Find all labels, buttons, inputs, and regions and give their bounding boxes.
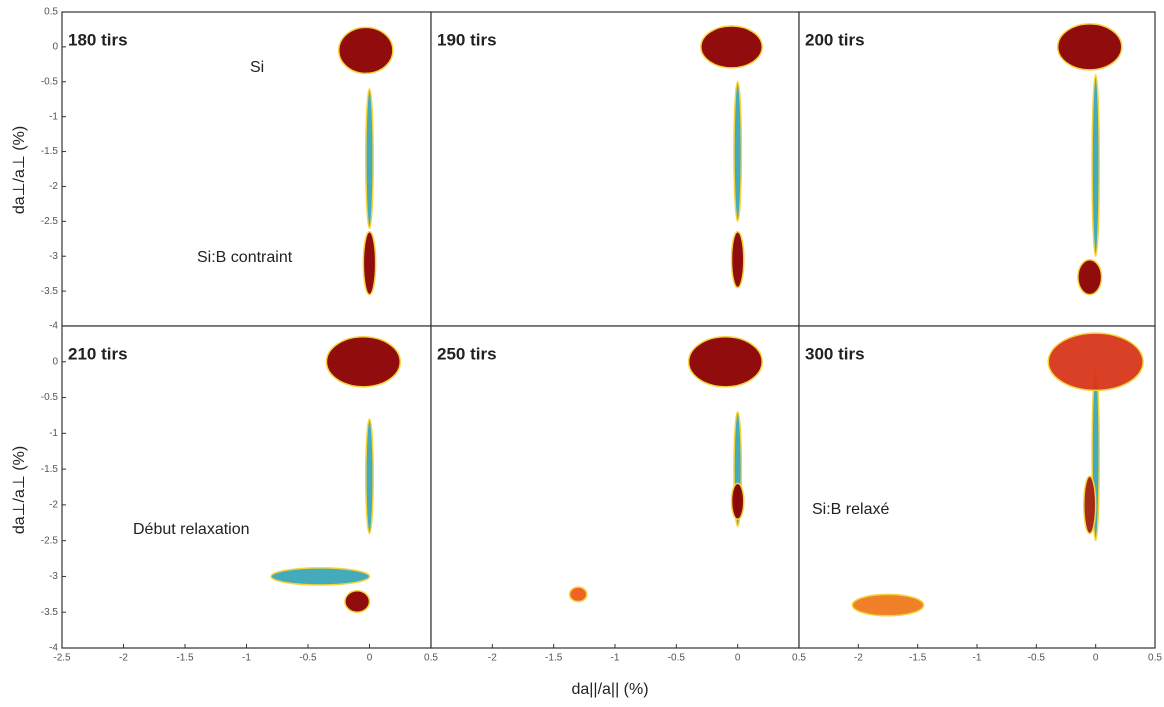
panel-title: 180 tirs — [68, 30, 128, 49]
annotation: Si — [250, 59, 264, 76]
peak — [730, 231, 745, 289]
y-tick-label: 0 — [52, 356, 58, 367]
y-tick-label: -3 — [49, 571, 58, 582]
x-tick-label: -2 — [488, 653, 497, 664]
x-tick-label: -1.5 — [176, 653, 194, 664]
peak — [365, 418, 374, 535]
peak — [1091, 74, 1100, 257]
x-tick-label: -2 — [854, 653, 863, 664]
y-tick-label: -1 — [49, 111, 58, 122]
x-tick-label: -2.5 — [53, 653, 71, 664]
peak — [1083, 475, 1097, 535]
annotation: Si:B relaxé — [812, 501, 889, 518]
x-tick-label: 0.5 — [424, 653, 438, 664]
y-tick-label: -4 — [49, 643, 58, 654]
panel-title: 250 tirs — [437, 344, 497, 363]
y-tick-label: -2 — [49, 181, 58, 192]
x-axis-label: da||/a|| (%) — [571, 681, 648, 698]
peak — [730, 482, 745, 520]
x-tick-label: -0.5 — [299, 653, 317, 664]
y-tick-label: -3.5 — [41, 286, 59, 297]
peak — [851, 593, 925, 617]
x-tick-label: 0 — [1093, 653, 1099, 664]
x-tick-label: -1 — [611, 653, 620, 664]
panel-title: 190 tirs — [437, 30, 497, 49]
x-tick-label: -2 — [119, 653, 128, 664]
y-tick-label: -3.5 — [41, 607, 59, 618]
y-axis-label: da⊥/a⊥ (%) — [11, 446, 28, 534]
peak — [325, 335, 402, 388]
peak — [700, 25, 763, 69]
peak — [338, 26, 394, 75]
y-tick-label: -0.5 — [41, 392, 59, 403]
y-tick-label: -1.5 — [41, 146, 59, 157]
panel-title: 300 tirs — [805, 344, 865, 363]
peak — [362, 231, 377, 296]
y-tick-label: -2 — [49, 500, 58, 511]
x-tick-label: 0 — [367, 653, 373, 664]
x-tick-label: -1.5 — [545, 653, 563, 664]
y-tick-label: -0.5 — [41, 76, 59, 87]
peak — [1077, 258, 1103, 296]
y-tick-label: -2.5 — [41, 216, 59, 227]
y-tick-label: 0 — [52, 42, 58, 53]
x-tick-label: 0 — [735, 653, 741, 664]
y-tick-label: -2.5 — [41, 535, 59, 546]
y-tick-label: -3 — [49, 251, 58, 262]
annotation: Si:B contraint — [197, 249, 293, 266]
peak — [365, 88, 374, 230]
peak — [1056, 23, 1123, 71]
peak — [270, 567, 371, 586]
peak — [344, 590, 371, 613]
y-tick-label: -4 — [49, 321, 58, 332]
x-tick-label: 0.5 — [1148, 653, 1162, 664]
panel-title: 210 tirs — [68, 344, 128, 363]
y-tick-label: -1.5 — [41, 464, 59, 475]
x-tick-label: 0.5 — [792, 653, 806, 664]
peak — [733, 81, 743, 223]
peak — [568, 586, 588, 603]
x-tick-label: -1 — [242, 653, 251, 664]
x-tick-label: -0.5 — [1028, 653, 1046, 664]
y-tick-label: -1 — [49, 428, 58, 439]
peak — [1047, 332, 1144, 392]
x-tick-label: -0.5 — [668, 653, 686, 664]
panel-title: 200 tirs — [805, 30, 865, 49]
peak — [687, 335, 763, 388]
y-tick-label: 0.5 — [44, 7, 58, 18]
x-tick-label: -1 — [973, 653, 982, 664]
y-axis-label: da⊥/a⊥ (%) — [11, 126, 28, 214]
annotation: Début relaxation — [133, 521, 250, 538]
x-tick-label: -1.5 — [909, 653, 927, 664]
